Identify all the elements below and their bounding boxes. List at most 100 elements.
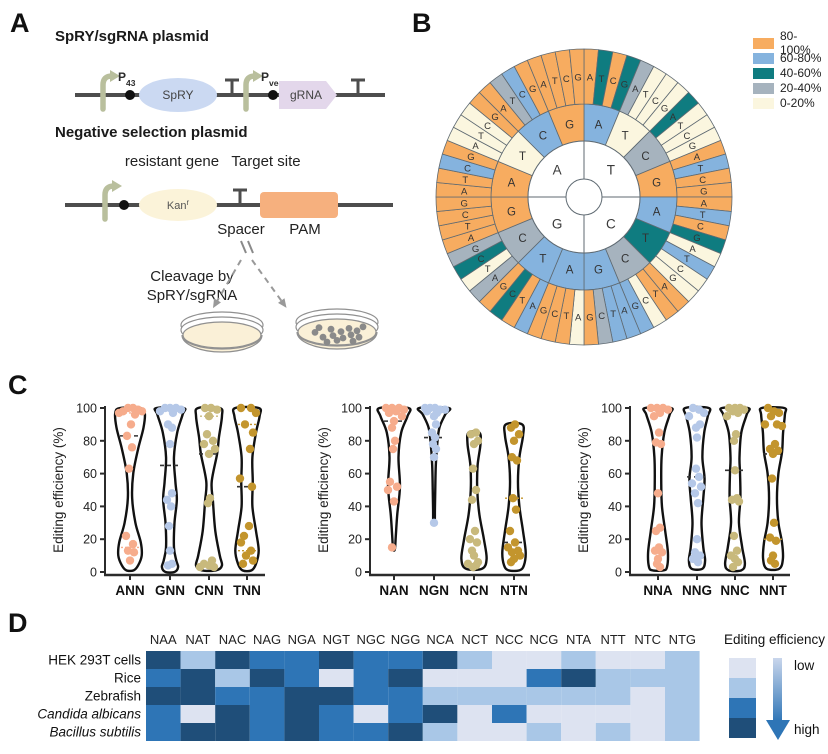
- panel-b-label: B: [412, 8, 432, 38]
- data-point: [691, 464, 701, 473]
- heatmap-row-zebrafish: Zebrafish: [85, 687, 700, 705]
- colony-dot: [329, 332, 337, 339]
- heatmap-cell: [319, 723, 354, 741]
- wheel-outer-letter: T: [519, 295, 525, 306]
- wheel-outer-letter: C: [642, 295, 649, 306]
- heatmap-cell: [180, 723, 216, 741]
- wheel-outer-letter: G: [460, 198, 467, 209]
- data-point: [122, 431, 132, 441]
- dashed-arrow: [251, 259, 287, 308]
- heatmap-cell: [319, 651, 354, 669]
- y-tick-label: 100: [601, 402, 622, 416]
- petri-dish-empty: [180, 311, 264, 353]
- wheel-outer-letter: C: [652, 96, 659, 107]
- pam-wheel-legend-item: 60-80%: [753, 51, 828, 65]
- heatmap-cell: [595, 687, 631, 705]
- data-point: [654, 428, 664, 437]
- wheel-inner-letter: A: [553, 163, 562, 178]
- heatmap-cell: [665, 705, 700, 723]
- kan-gene-shape: [139, 189, 217, 221]
- colony-dot: [347, 331, 355, 339]
- heatmap-cell: [665, 651, 700, 669]
- data-point: [472, 538, 482, 547]
- legend-high-label: high: [794, 722, 820, 737]
- data-point: [514, 430, 524, 439]
- data-point: [202, 430, 212, 439]
- wheel-outer-letter: A: [694, 152, 701, 163]
- heatmap-row-hek-293t-cells: HEK 293T cells: [48, 651, 700, 669]
- heatmap-row-rice: Rice: [114, 669, 700, 687]
- data-point: [469, 439, 479, 449]
- data-point: [510, 538, 520, 547]
- heatmap-cell: [422, 687, 458, 705]
- data-point: [722, 412, 732, 421]
- heatmap-cell: [561, 723, 596, 741]
- heatmap-cell: [526, 651, 562, 669]
- violin-outline-nna: [642, 405, 674, 572]
- data-point: [387, 423, 397, 432]
- heatmap-cell: [457, 651, 492, 669]
- pam-wheel-sunburst: TAA T C GTATCGCATCGGATCGCAATCGTATCGCATCGGAT…: [435, 48, 733, 346]
- data-point: [505, 526, 515, 536]
- heatmap-cell: [353, 687, 389, 705]
- colony-dot: [311, 329, 319, 336]
- heatmap-column-header: NCC: [495, 632, 523, 647]
- data-point: [126, 420, 136, 429]
- cut-mark: [240, 240, 247, 254]
- data-point: [730, 466, 740, 475]
- heatmap-cell: [422, 723, 458, 741]
- promoter-arrow-icon: [100, 70, 120, 112]
- wheel-outer-letter: A: [632, 84, 639, 95]
- data-point: [769, 518, 779, 527]
- data-point: [204, 449, 214, 459]
- heatmap-cell: [180, 651, 216, 669]
- wheel-outer-letter: G: [529, 84, 536, 95]
- data-point: [696, 482, 706, 491]
- heatmap-cell: [561, 705, 596, 723]
- violin-outline-nng: [682, 405, 712, 571]
- data-point: [121, 531, 131, 541]
- heatmap-cell: [146, 687, 181, 705]
- violin-plot-ann-gnn-cnn-tnn: 0 20 40 60 80 100 Editing efficiency (%) ANN GNN…: [51, 402, 265, 598]
- wheel-outer-letter: T: [610, 309, 616, 320]
- wheel-middle-letter: T: [519, 151, 526, 163]
- heatmap-cell: [561, 687, 596, 705]
- panel-d-label: D: [8, 608, 28, 638]
- heatmap-cell: [249, 687, 285, 705]
- legend-label: 80-100%: [779, 29, 811, 57]
- data-point: [431, 444, 441, 454]
- data-point: [469, 551, 479, 560]
- data-point: [732, 546, 742, 555]
- y-tick-label: 0: [355, 566, 362, 580]
- heatmap-cell: [146, 651, 181, 669]
- heatmap-cell: [492, 651, 527, 669]
- data-point: [236, 403, 246, 413]
- wheel-outer-letter: G: [574, 73, 581, 84]
- data-point: [387, 543, 397, 552]
- data-point: [731, 430, 741, 439]
- x-category-label: CNN: [194, 583, 223, 598]
- terminator-icon: [225, 78, 239, 95]
- data-point: [125, 556, 135, 565]
- heatmap-cell: [422, 705, 458, 723]
- pam-wheel-legend-item: 20-40%: [753, 81, 828, 95]
- promoter-start-dot: [125, 90, 135, 100]
- heatmap-cell: [595, 651, 631, 669]
- wheel-outer-letter: G: [632, 301, 639, 312]
- x-category-label: NCN: [459, 583, 488, 598]
- heatmap-row-label: HEK 293T cells: [48, 653, 141, 668]
- heatmap-cell: [215, 669, 250, 687]
- data-point: [429, 518, 439, 527]
- heatmap-column-header: NAC: [219, 632, 246, 647]
- wheel-outer-letter: C: [484, 121, 491, 132]
- panel-c-label: C: [8, 370, 28, 400]
- data-point: [768, 449, 778, 459]
- data-point: [127, 443, 137, 452]
- data-point: [168, 408, 178, 418]
- heatmap-cell: [146, 669, 181, 687]
- heatmap-cell: [665, 687, 700, 705]
- heatmap-legend-title: Editing efficiency: [724, 632, 825, 647]
- legend-low-label: low: [794, 658, 815, 673]
- wheel-middle-letter: A: [653, 206, 661, 218]
- data-point: [199, 439, 209, 449]
